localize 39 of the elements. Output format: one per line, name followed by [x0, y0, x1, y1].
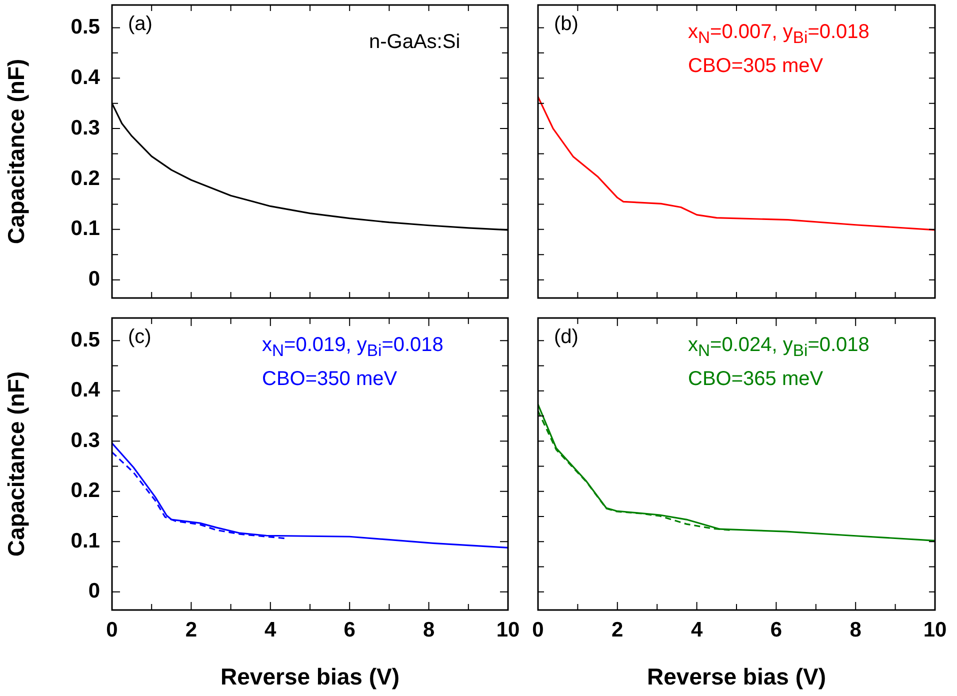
y-tick-label: 0 [88, 580, 100, 603]
x-tick-label: 0 [532, 618, 544, 642]
annotation: CBO=350 meV [262, 367, 398, 391]
x-tick-label: 8 [850, 618, 862, 642]
x-tick-label: 10 [923, 618, 947, 642]
annotation: x$_{N}$=0.007, y$_{Bi}$=0.018 [688, 20, 870, 49]
y-tick-label: 0.4 [70, 66, 100, 89]
y-tick-label: 0 [88, 268, 100, 291]
x-tick-label: 0 [106, 618, 118, 642]
y-axis-title: Capacitance (nF) [3, 371, 30, 557]
y-tick-label: 0.5 [70, 15, 100, 38]
y-tick-label: 0.1 [70, 529, 100, 552]
x-tick-label: 4 [264, 618, 277, 642]
y-tick-label: 0.1 [70, 217, 100, 240]
annotation: (b) [554, 12, 578, 36]
annotation: (c) [128, 325, 152, 349]
y-tick-label: 0.3 [70, 116, 100, 140]
y-tick-label: 0.2 [70, 166, 100, 190]
annotation: x$_{N}$=0.019, y$_{Bi}$=0.018 [262, 333, 444, 362]
y-tick-label: 0.5 [70, 328, 100, 352]
annotation: (a) [128, 12, 152, 36]
x-tick-label: 6 [344, 618, 356, 642]
x-tick-label: 4 [690, 618, 703, 642]
y-tick-label: 0.2 [70, 479, 100, 502]
annotation: CBO=365 meV [688, 367, 824, 391]
y-tick-label: 0.3 [70, 428, 100, 452]
x-tick-label: 8 [422, 618, 435, 642]
annotation: (d) [554, 325, 578, 349]
x-axis-title: Reverse bias (V) [647, 664, 826, 690]
x-axis-title: Reverse bias (V) [220, 664, 400, 690]
x-tick-label: 2 [185, 618, 198, 642]
x-tick-label: 2 [612, 618, 624, 642]
y-tick-label: 0.4 [70, 378, 100, 402]
annotation: CBO=305 meV [688, 54, 824, 78]
y-axis-title: Capacitance (nF) [3, 58, 30, 244]
annotation: x$_{N}$=0.024, y$_{Bi}$=0.018 [688, 333, 870, 362]
x-tick-label: 10 [496, 618, 520, 642]
annotation: n-GaAs:Si [369, 30, 460, 54]
x-tick-label: 6 [770, 618, 782, 642]
